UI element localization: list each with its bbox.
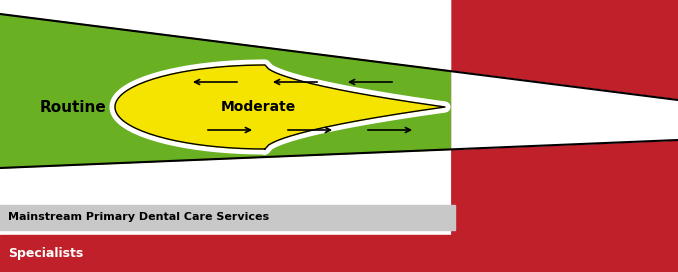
Polygon shape — [452, 140, 678, 235]
Text: Moderate: Moderate — [220, 100, 296, 114]
Polygon shape — [452, 71, 678, 149]
Polygon shape — [115, 65, 445, 149]
Text: Specialists: Specialists — [8, 247, 83, 260]
Polygon shape — [115, 65, 445, 149]
Polygon shape — [0, 14, 452, 168]
Polygon shape — [452, 71, 678, 149]
Text: Complex: Complex — [520, 113, 594, 128]
Bar — [0, 205, 455, 230]
Text: Routine: Routine — [40, 100, 106, 115]
Polygon shape — [452, 71, 678, 235]
Polygon shape — [452, 0, 678, 100]
Text: Mainstream Primary Dental Care Services: Mainstream Primary Dental Care Services — [8, 212, 269, 222]
Bar — [0, 235, 678, 272]
